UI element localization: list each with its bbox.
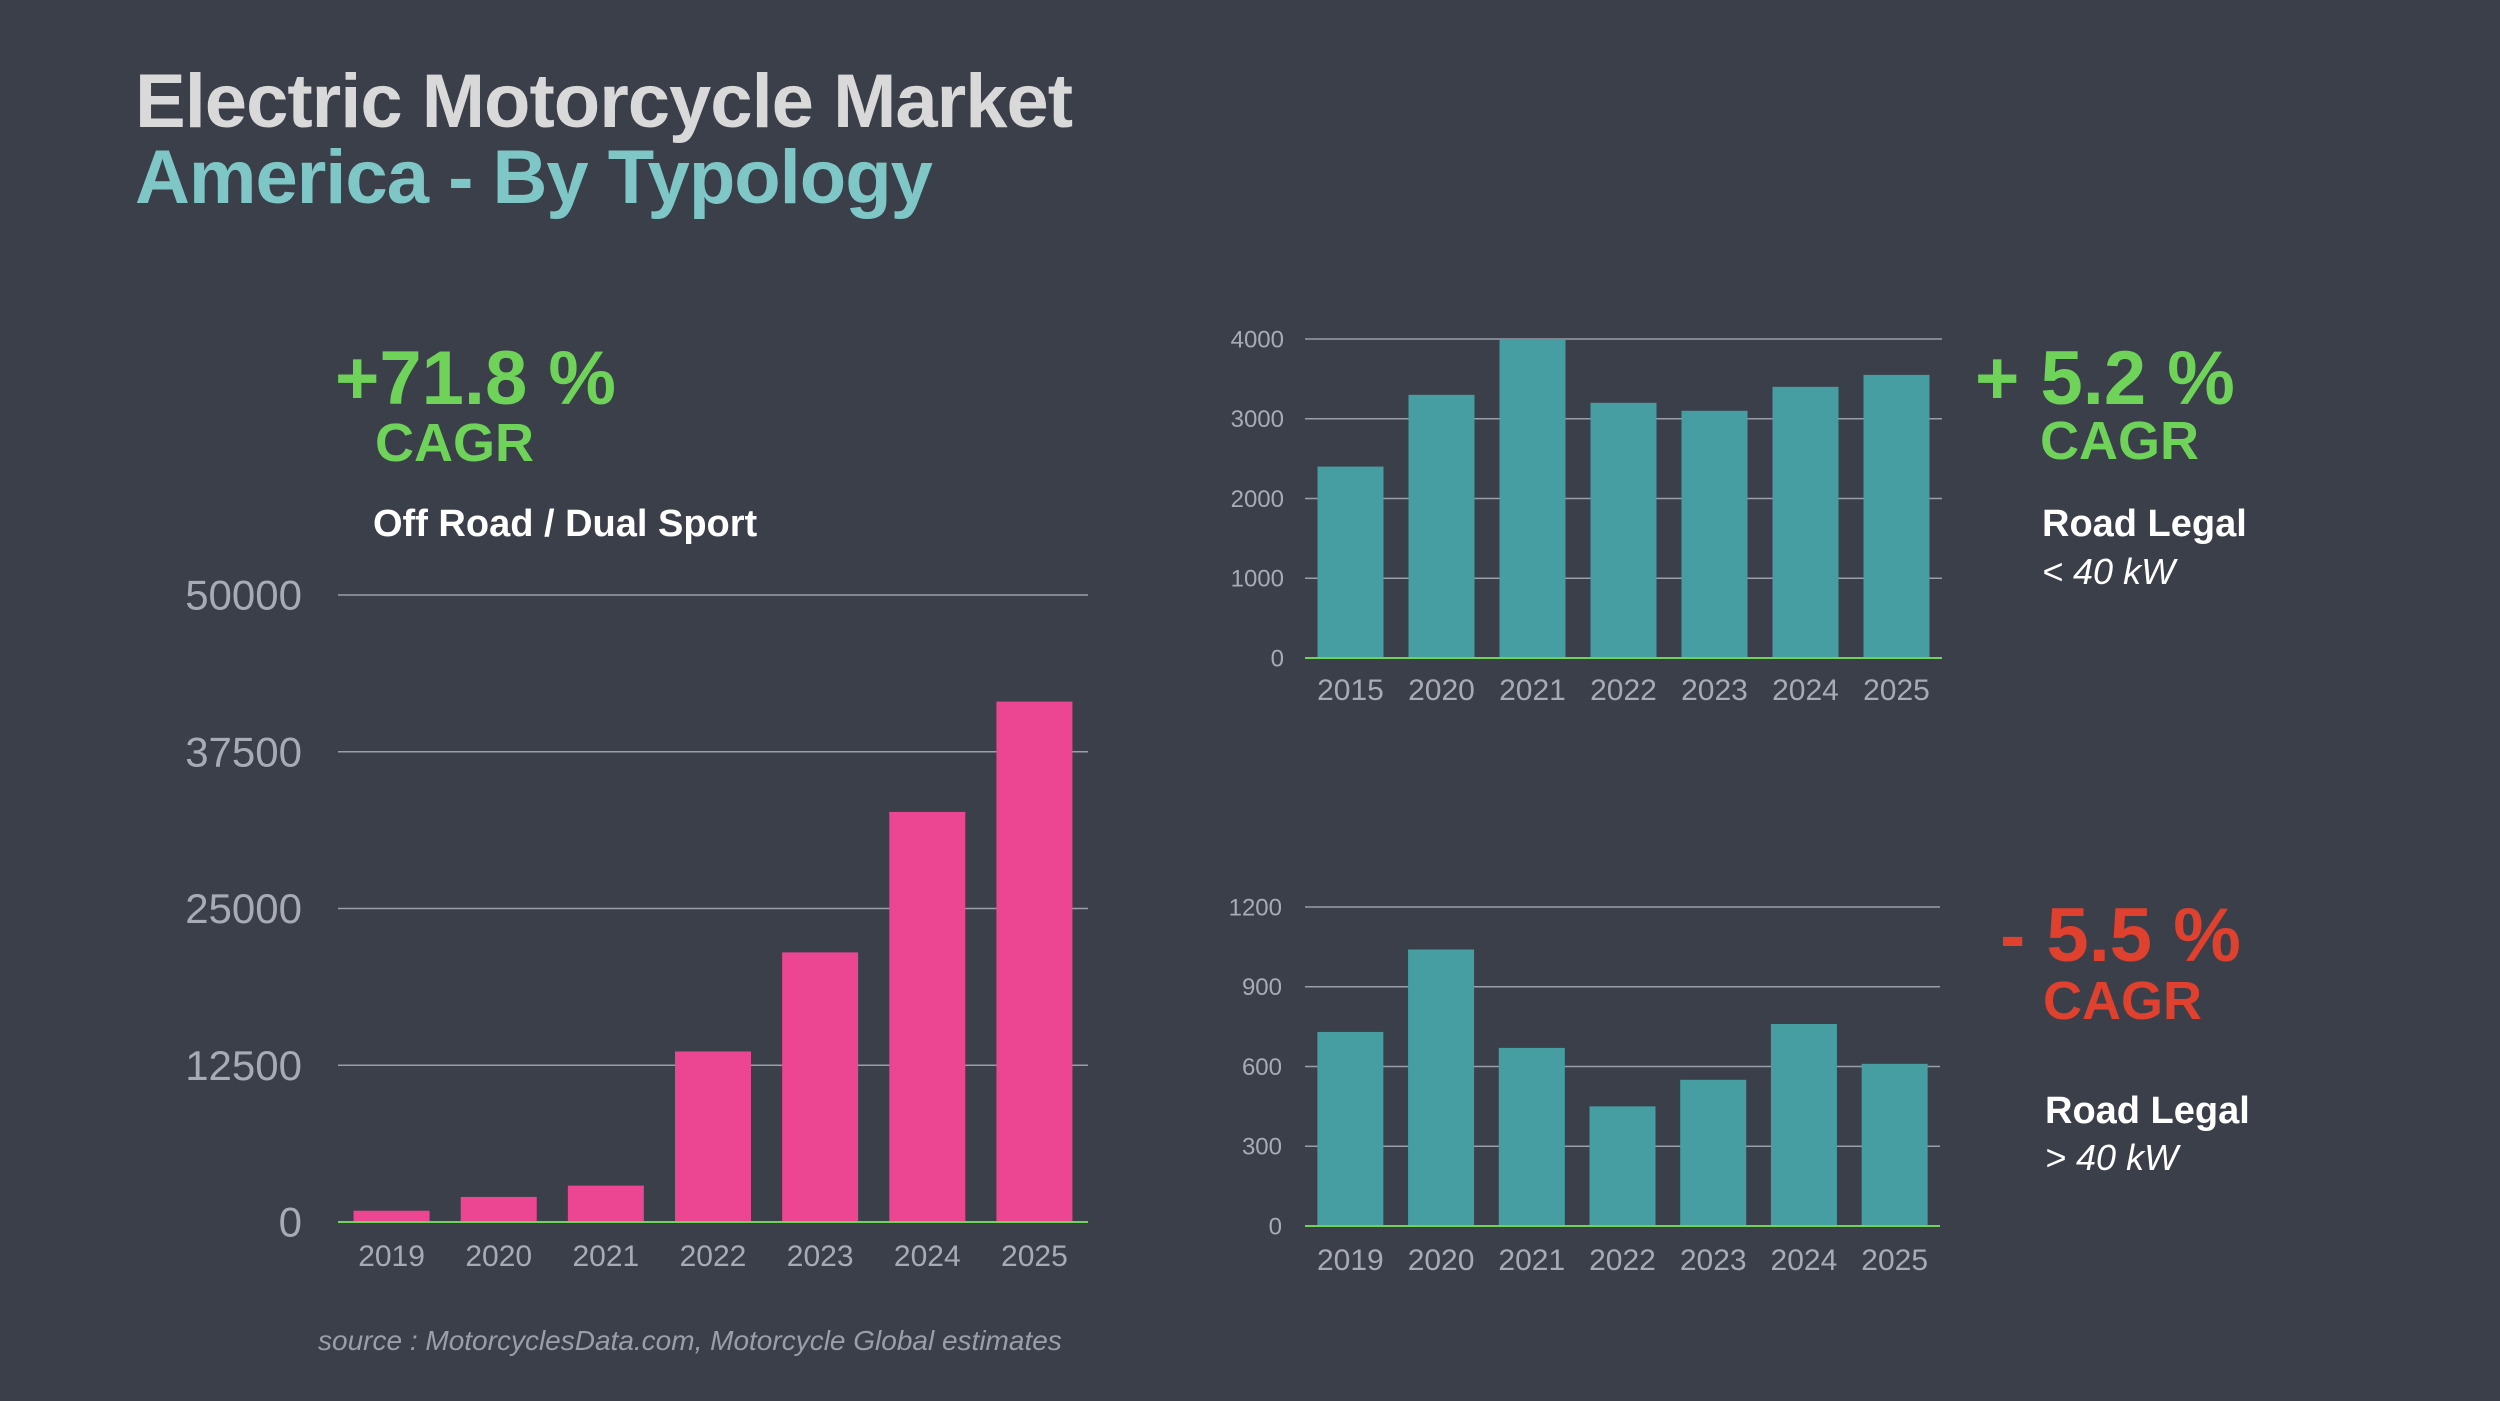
road_low-y-tick-label: 3000 xyxy=(1231,406,1284,433)
road_low-bar xyxy=(1772,386,1839,658)
road-high-cagr-value: - 5.5 % xyxy=(2000,893,2241,978)
offroad-y-tick-label: 25000 xyxy=(185,885,302,932)
offroad-bar xyxy=(353,1210,430,1222)
offroad-cagr-value: +71.8 % xyxy=(335,336,616,421)
road_low-x-tick-label: 2022 xyxy=(1590,674,1657,707)
offroad-bar xyxy=(782,952,859,1222)
offroad-x-tick-label: 2023 xyxy=(787,1240,854,1273)
road_low-bar xyxy=(1681,410,1748,658)
road-high-cagr-label: CAGR xyxy=(2043,971,2202,1031)
road_high-y-tick-label: 1200 xyxy=(1229,894,1282,921)
offroad-y-tick-label: 50000 xyxy=(185,572,302,619)
offroad-y-tick-label: 0 xyxy=(279,1199,302,1246)
road_high-y-tick-label: 0 xyxy=(1269,1213,1282,1240)
road_low-y-tick-label: 2000 xyxy=(1231,486,1284,513)
offroad-x-tick-label: 2024 xyxy=(894,1240,961,1273)
road_high-bar xyxy=(1770,1023,1837,1226)
chart-title: Electric Motorcycle Market xyxy=(135,59,1073,144)
chart-subtitle: America - By Typology xyxy=(135,135,933,220)
road_low-y-tick-label: 1000 xyxy=(1231,566,1284,593)
road-low-cagr-label: CAGR xyxy=(2040,411,2199,471)
road_high-bar xyxy=(1498,1047,1565,1226)
road-low-segment-subtitle: < 40 kW xyxy=(2042,551,2176,592)
offroad-x-tick-label: 2019 xyxy=(358,1240,425,1273)
offroad-bar xyxy=(567,1185,644,1222)
road-high-segment-subtitle: > 40 kW xyxy=(2045,1137,2179,1178)
offroad-bar xyxy=(460,1196,537,1222)
offroad-cagr-label: CAGR xyxy=(375,413,534,473)
source-note: source : MotorcyclesData.com, Motorcycle… xyxy=(318,1325,1062,1356)
road-high-segment-title: Road Legal xyxy=(2045,1090,2250,1132)
road_high-x-tick-label: 2025 xyxy=(1861,1244,1928,1277)
offroad-bar xyxy=(675,1051,751,1222)
offroad-y-tick-label: 37500 xyxy=(185,728,302,775)
road_low-x-tick-label: 2020 xyxy=(1408,674,1475,707)
offroad-x-tick-label: 2020 xyxy=(465,1240,532,1273)
road_low-y-tick-label: 4000 xyxy=(1231,326,1284,353)
road_high-x-tick-label: 2021 xyxy=(1498,1244,1565,1277)
road-low-segment-title: Road Legal xyxy=(2042,503,2247,545)
road_high-bar xyxy=(1589,1106,1656,1226)
road_high-y-tick-label: 300 xyxy=(1242,1134,1282,1161)
road_low-x-tick-label: 2023 xyxy=(1681,674,1748,707)
road_high-x-tick-label: 2019 xyxy=(1317,1244,1384,1277)
road_high-y-tick-label: 600 xyxy=(1242,1054,1282,1081)
road_high-x-tick-label: 2022 xyxy=(1589,1244,1656,1277)
road_low-bar xyxy=(1317,466,1384,658)
offroad-bar xyxy=(996,701,1073,1222)
offroad-x-tick-label: 2022 xyxy=(680,1240,747,1273)
road_high-bar xyxy=(1861,1063,1928,1226)
road_low-bar xyxy=(1590,402,1657,658)
road_high-y-tick-label: 900 xyxy=(1242,974,1282,1001)
offroad-x-tick-label: 2021 xyxy=(572,1240,639,1273)
offroad-bar xyxy=(889,811,966,1222)
road_high-bar xyxy=(1680,1079,1747,1226)
road_low-bar xyxy=(1408,394,1475,658)
road_high-x-tick-label: 2023 xyxy=(1680,1244,1747,1277)
offroad-y-tick-label: 12500 xyxy=(185,1042,302,1089)
offroad-x-tick-label: 2025 xyxy=(1001,1240,1068,1273)
road_low-x-tick-label: 2025 xyxy=(1863,674,1930,707)
road_low-x-tick-label: 2024 xyxy=(1772,674,1839,707)
road_low-bar xyxy=(1499,339,1566,658)
road_low-y-tick-label: 0 xyxy=(1271,645,1284,672)
road_low-x-tick-label: 2015 xyxy=(1317,674,1384,707)
road_low-bar xyxy=(1863,374,1930,658)
road_high-x-tick-label: 2020 xyxy=(1408,1244,1475,1277)
offroad-segment-title: Off Road / Dual Sport xyxy=(373,503,758,545)
road_high-x-tick-label: 2024 xyxy=(1771,1244,1838,1277)
road_low-x-tick-label: 2021 xyxy=(1499,674,1566,707)
road-low-cagr-value: + 5.2 % xyxy=(1975,336,2235,421)
road_high-bar xyxy=(1317,1031,1384,1226)
road_high-bar xyxy=(1408,949,1475,1226)
